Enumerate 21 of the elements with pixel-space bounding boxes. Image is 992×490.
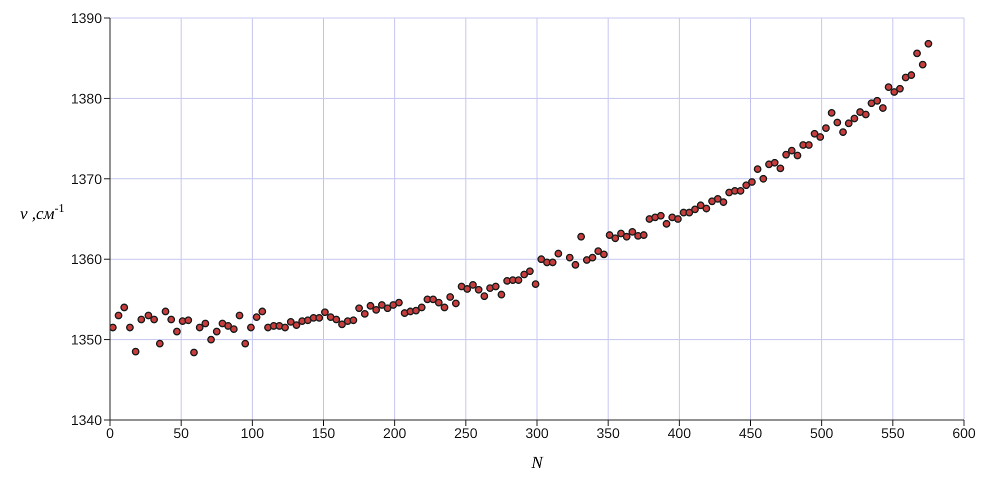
x-tick-label: 550 bbox=[881, 424, 905, 441]
x-tick-label: 400 bbox=[668, 424, 692, 441]
y-tick-label: 1380 bbox=[70, 90, 102, 106]
y-tick-label: 1340 bbox=[70, 412, 102, 428]
y-axis-title: ν ,см$^{-1}$ bbox=[20, 201, 64, 223]
y-tick-label: 1370 bbox=[70, 170, 102, 187]
x-tick-label: 0 bbox=[106, 424, 114, 441]
y-tick-label: 1350 bbox=[70, 332, 102, 348]
x-tick-label: 100 bbox=[240, 424, 264, 441]
x-tick-label: 500 bbox=[810, 424, 834, 441]
x-tick-label: 50 bbox=[173, 424, 190, 441]
y-tick-label: 1360 bbox=[70, 251, 102, 268]
x-tick-label: 150 bbox=[312, 424, 336, 441]
x-tick-label: 200 bbox=[382, 424, 407, 441]
x-tick-label: 450 bbox=[738, 424, 762, 441]
y-tick-label: 1390 bbox=[70, 10, 102, 26]
x-axis-title: N bbox=[530, 453, 544, 472]
x-tick-label: 600 bbox=[952, 424, 976, 441]
x-tick-label: 250 bbox=[454, 424, 478, 441]
x-tick-label: 350 bbox=[596, 424, 620, 441]
x-tick-label: 300 bbox=[525, 424, 549, 441]
